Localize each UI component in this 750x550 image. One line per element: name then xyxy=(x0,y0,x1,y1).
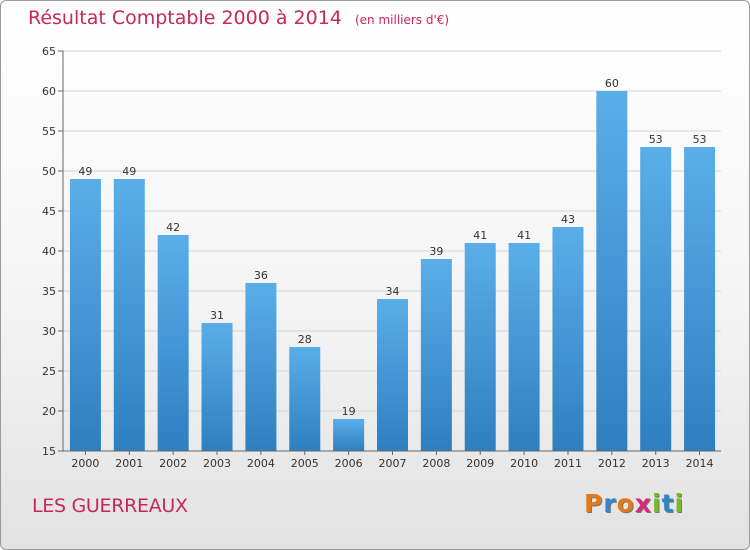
x-tick-label: 2011 xyxy=(554,457,582,470)
y-tick-label: 40 xyxy=(42,245,56,258)
x-tick-label: 2001 xyxy=(115,457,143,470)
bar xyxy=(464,243,496,451)
x-tick-label: 2013 xyxy=(642,457,670,470)
y-tick-label: 55 xyxy=(42,125,56,138)
x-tick-label: 2004 xyxy=(247,457,275,470)
x-tick-label: 2012 xyxy=(598,457,626,470)
x-tick-label: 2007 xyxy=(379,457,407,470)
x-tick-label: 2006 xyxy=(335,457,363,470)
logo-letter: o xyxy=(616,489,635,518)
proxiti-logo: Proxiti xyxy=(584,489,684,518)
logo-letter: r xyxy=(603,489,617,518)
bars-layer: 49 49 42 31 36 28 19 34 39 41 41 43 60 53 53 xyxy=(69,77,716,451)
bar-value-label: 42 xyxy=(166,221,180,234)
bar-value-label: 31 xyxy=(210,309,224,322)
bar xyxy=(113,179,145,451)
bar-value-label: 49 xyxy=(122,165,136,178)
location-label: LES GUERREAUX xyxy=(32,495,188,517)
bar xyxy=(596,91,628,451)
y-tick-label: 45 xyxy=(42,205,56,218)
logo-letter: t xyxy=(661,489,675,518)
x-tick-label: 2003 xyxy=(203,457,231,470)
axis-layer: 15 20 25 30 35 40 45 50 55 60 65 2000 2001 2002 2003 20… xyxy=(42,45,721,470)
y-tick-label: 35 xyxy=(42,285,56,298)
bar-value-label: 41 xyxy=(517,229,531,242)
logo-letter: x xyxy=(634,489,652,518)
y-tick-label: 65 xyxy=(42,45,56,58)
bar xyxy=(420,259,452,451)
x-tick-label: 2005 xyxy=(291,457,319,470)
logo-letter: i xyxy=(652,489,662,518)
bar xyxy=(684,147,716,451)
y-tick-label: 25 xyxy=(42,365,56,378)
bar-value-label: 43 xyxy=(561,213,575,226)
bar-value-label: 53 xyxy=(649,133,663,146)
logo-letter: i xyxy=(674,489,685,518)
chart-title-block: Résultat Comptable 2000 à 2014 (en milli… xyxy=(28,7,449,29)
y-tick-label: 15 xyxy=(42,445,56,458)
bar-value-label: 49 xyxy=(78,165,92,178)
x-tick-label: 2000 xyxy=(71,457,99,470)
bar xyxy=(333,419,365,451)
bar xyxy=(508,243,540,451)
bar-value-label: 34 xyxy=(386,285,400,298)
bar xyxy=(552,227,584,451)
x-tick-label: 2010 xyxy=(510,457,538,470)
bar xyxy=(377,299,408,451)
y-tick-label: 60 xyxy=(42,85,56,98)
bar-value-label: 36 xyxy=(254,269,268,282)
bar xyxy=(157,235,189,451)
x-tick-label: 2008 xyxy=(422,457,450,470)
chart-subtitle: (en milliers d'€) xyxy=(354,13,450,27)
bar xyxy=(640,147,672,451)
bar xyxy=(69,179,101,451)
bar-value-label: 41 xyxy=(473,229,487,242)
y-tick-label: 20 xyxy=(42,405,56,418)
x-tick-label: 2002 xyxy=(159,457,187,470)
logo-letter: P xyxy=(584,489,604,518)
bar-value-label: 53 xyxy=(693,133,707,146)
bar xyxy=(289,347,321,451)
chart-title: Résultat Comptable 2000 à 2014 xyxy=(28,7,342,29)
y-tick-label: 30 xyxy=(42,325,56,338)
x-tick-label: 2014 xyxy=(686,457,714,470)
bar-value-label: 60 xyxy=(605,77,619,90)
bar xyxy=(201,323,233,451)
bar-value-label: 19 xyxy=(342,405,356,418)
y-tick-label: 50 xyxy=(42,165,56,178)
bar-value-label: 39 xyxy=(429,245,443,258)
bar-value-label: 28 xyxy=(298,333,312,346)
bar xyxy=(245,283,277,451)
x-tick-label: 2009 xyxy=(466,457,494,470)
